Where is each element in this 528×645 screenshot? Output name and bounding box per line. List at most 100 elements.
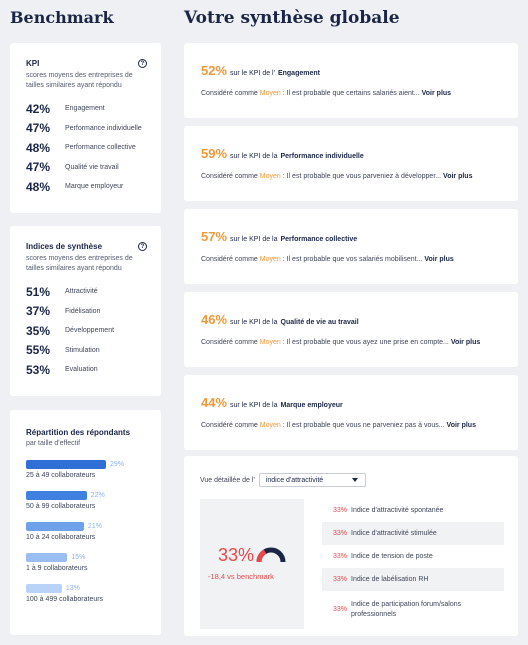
see-more-link[interactable]: Voir plus <box>421 90 452 97</box>
kpi-summary-card: 57% sur le KPI de la Performance collectiv… <box>184 209 518 284</box>
indices-card-title: Indices de synthèse <box>26 242 103 251</box>
index-detail-row: 33% Indice de participation forum/salons … <box>322 591 504 628</box>
summary-pct: 59% <box>201 146 228 161</box>
kpi-benchmark-row: 48% Marque employeur <box>26 177 147 197</box>
index-benchmark-label: Stimulation <box>65 346 100 354</box>
respondent-label: 25 à 49 collaborateurs <box>26 472 96 479</box>
kpi-card-title: KPI <box>26 59 40 68</box>
summary-considered: Considéré comme <box>201 422 260 429</box>
summary-prefix: sur le KPI de la <box>230 153 278 160</box>
index-benchmark-pct: 53% <box>26 362 51 377</box>
summary-text: : Il est probable que vous ne parveniez … <box>280 422 447 429</box>
respondent-bar <box>26 584 62 593</box>
gauge-icon <box>256 547 286 563</box>
kpi-benchmark-pct: 48% <box>26 179 51 194</box>
kpi-benchmark-label: Marque employeur <box>65 183 124 191</box>
summary-kpi-name: Performance collective <box>280 236 358 243</box>
summary-prefix: sur le KPI de l' <box>230 70 275 77</box>
index-benchmark-pct: 55% <box>26 343 51 358</box>
summary-pct: 52% <box>201 63 228 78</box>
kpi-benchmark-pct: 42% <box>26 101 51 116</box>
index-benchmark-row: 51% Attractivité <box>26 282 147 302</box>
summary-kpi-name: Engagement <box>277 70 320 77</box>
respondent-bar <box>26 522 84 531</box>
kpi-summary-card: 46% sur le KPI de la Qualité de vie au tra… <box>184 292 518 367</box>
summary-text: : Il est probable que vos salariés mobil… <box>280 256 425 263</box>
detail-view-card: Vue détaillée de l' indice d'attractivit… <box>184 456 518 636</box>
respondent-bar <box>26 491 87 500</box>
respondents-title: Répartition des répondants <box>26 428 131 437</box>
summary-level: Moyen <box>259 173 281 180</box>
see-more-link[interactable]: Voir plus <box>446 422 476 429</box>
kpi-benchmark-pct: 47% <box>26 121 51 136</box>
kpi-benchmark-pct: 47% <box>26 160 51 175</box>
respondent-group: 21% 10 à 24 collaborateurs <box>26 521 147 552</box>
index-detail-row: 33% Indice d'attractivité stimulée <box>322 522 504 545</box>
respondent-group: 22% 50 à 99 collaborateurs <box>26 490 147 521</box>
kpi-benchmark-label: Performance collective <box>65 144 136 152</box>
index-detail-pct: 33% <box>333 507 348 514</box>
index-select[interactable]: indice d'attractivité <box>258 473 366 487</box>
index-detail-row: 33% Indice d'attractivité spontanée <box>322 499 504 522</box>
kpi-summary-card: 44% sur le KPI de la Marque employeur Cons… <box>184 375 518 450</box>
help-icon[interactable]: ? <box>138 59 147 68</box>
index-benchmark-pct: 51% <box>26 284 51 299</box>
see-more-link[interactable]: Voir plus <box>450 339 481 346</box>
kpi-benchmark-label: Qualité vie travail <box>65 163 119 171</box>
index-benchmark-pct: 37% <box>26 304 51 319</box>
index-detail-label: Indice de participation forum/salons pro… <box>351 600 462 618</box>
see-more-link[interactable]: Voir plus <box>424 256 454 263</box>
respondent-group: 29% 25 à 49 collaborateurs <box>26 459 147 490</box>
respondent-label: 1 à 9 collaborateurs <box>26 565 88 572</box>
kpi-card-subtitle: scores moyens des entreprises de tailles… <box>26 72 133 89</box>
summary-prefix: sur le KPI de la <box>230 236 278 243</box>
summary-kpi-name: Performance individuelle <box>280 153 364 160</box>
index-detail-pct: 33% <box>333 553 348 560</box>
respondents-subtitle: par taille d'effectif <box>26 440 81 447</box>
respondent-group: 13% 100 à 499 collaborateurs <box>26 583 147 614</box>
index-detail-pct: 33% <box>333 576 348 583</box>
index-select-value: indice d'attractivité <box>265 476 324 484</box>
summary-pct: 57% <box>201 229 228 244</box>
summary-considered: Considéré comme <box>201 339 260 346</box>
indices-benchmark-card: Indices de synthèse ? scores moyens des … <box>10 226 161 396</box>
respondent-group: 15% 1 à 9 collaborateurs <box>26 552 147 583</box>
summary-prefix: sur le KPI de la <box>230 319 278 326</box>
kpi-summary-card: 52% sur le KPI de l' Engagement Considéré … <box>184 43 518 118</box>
summary-kpi-name: Marque employeur <box>280 402 343 409</box>
summary-considered: Considéré comme <box>201 256 260 263</box>
kpi-benchmark-card: KPI ? scores moyens des entreprises de t… <box>10 43 161 213</box>
index-detail-label: Indice d'attractivité spontanée <box>351 506 444 514</box>
respondent-pct: 15% <box>71 554 86 561</box>
respondent-label: 10 à 24 collaborateurs <box>26 534 96 541</box>
index-detail-label: Indice d'attractivité stimulée <box>351 529 437 537</box>
kpi-benchmark-row: 47% Qualité vie travail <box>26 158 147 178</box>
summary-kpi-name: Qualité de vie au travail <box>280 319 359 326</box>
kpi-benchmark-row: 42% Engagement <box>26 99 147 119</box>
index-benchmark-pct: 35% <box>26 323 51 338</box>
respondents-card: Répartition des répondants par taille d'… <box>10 410 161 635</box>
indices-card-subtitle: scores moyens des entreprises de tailles… <box>26 255 133 272</box>
summary-pct: 44% <box>201 395 228 410</box>
kpi-benchmark-label: Performance individuelle <box>65 124 142 132</box>
kpi-benchmark-pct: 48% <box>26 140 51 155</box>
index-benchmark-row: 55% Stimulation <box>26 341 147 361</box>
synthesis-heading: Votre synthèse globale <box>184 8 400 28</box>
summary-text: : Il est probable que vous ayez une pris… <box>280 339 451 346</box>
summary-text: : Il est probable que vous parveniez à d… <box>280 173 444 180</box>
index-benchmark-label: Fidélisation <box>65 307 101 315</box>
see-more-link[interactable]: Voir plus <box>443 173 473 180</box>
index-detail-label: Indice de tension de poste <box>351 552 433 560</box>
gauge-panel: 33% -18,4 vs benchmark <box>200 499 304 629</box>
summary-text: : Il est probable que certains salariés … <box>280 90 422 97</box>
index-detail-label: Indice de labélisation RH <box>351 575 429 583</box>
index-benchmark-row: 53% Evaluation <box>26 360 147 380</box>
index-detail-row: 33% Indice de tension de poste <box>322 545 504 568</box>
index-benchmark-row: 37% Fidélisation <box>26 302 147 322</box>
help-icon[interactable]: ? <box>138 242 147 251</box>
chevron-down-icon <box>351 478 358 482</box>
summary-pct: 46% <box>201 312 228 327</box>
index-benchmark-row: 35% Développement <box>26 321 147 341</box>
index-detail-pct: 33% <box>333 530 348 537</box>
benchmark-heading: Benchmark <box>10 8 114 27</box>
